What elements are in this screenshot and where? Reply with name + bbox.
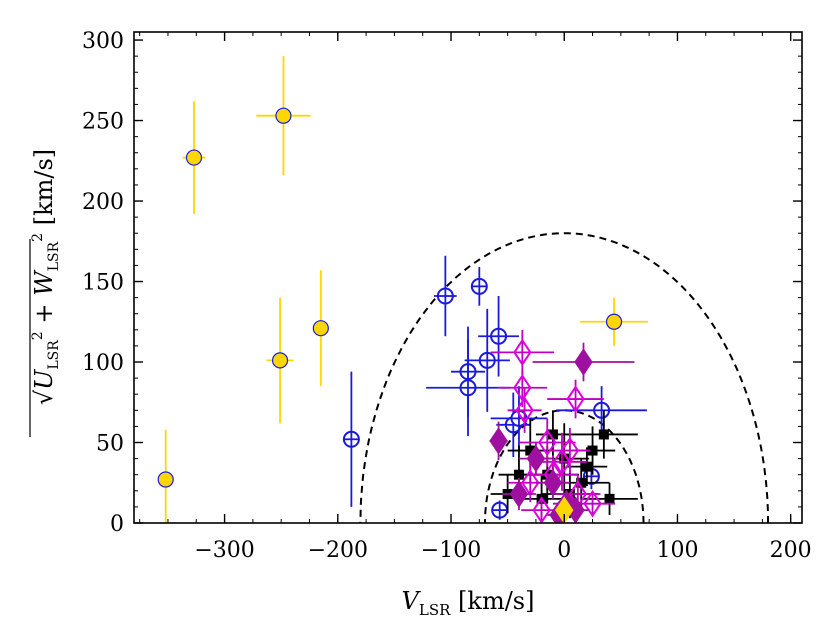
data-point-s2-11 <box>581 482 638 515</box>
marker <box>547 429 558 440</box>
data-point-s0-4 <box>312 270 329 387</box>
data-point-s3-6 <box>549 428 591 474</box>
data-point-s3-3 <box>547 379 604 419</box>
boundary-curve-1 <box>484 409 645 523</box>
y-tick-label: 250 <box>82 110 124 135</box>
x-tick-label: 0 <box>557 538 571 563</box>
marker <box>574 348 593 376</box>
data-point-s4-0 <box>489 421 508 461</box>
data-point-s1-1 <box>434 255 457 337</box>
y-tick-label: 200 <box>82 190 124 215</box>
marker <box>576 477 587 488</box>
data-point-s4-3 <box>535 466 570 499</box>
marker <box>509 480 529 508</box>
data-point-s0-0 <box>157 429 174 523</box>
marker <box>513 338 532 367</box>
data-point-s0-3 <box>266 297 294 424</box>
marker <box>532 496 551 523</box>
marker <box>538 428 557 457</box>
y-tick-label: 300 <box>82 29 124 54</box>
data-point-s2-12 <box>566 447 608 486</box>
y-axis-label: √ULSR2 + WLSR2 [km/s] <box>29 149 62 437</box>
marker <box>587 445 598 456</box>
data-point-s4-2 <box>501 477 536 511</box>
y-tick-label: 100 <box>82 351 124 376</box>
marker <box>581 461 592 472</box>
data-point-s3-2 <box>507 387 542 433</box>
data-point-s4-5 <box>518 442 553 475</box>
marker <box>275 107 292 124</box>
marker <box>605 313 623 330</box>
marker <box>513 373 532 402</box>
data-point-s3-0 <box>490 329 555 375</box>
marker <box>515 396 534 425</box>
marker <box>185 149 203 166</box>
plot-frame <box>133 31 803 524</box>
y-tick-label: 150 <box>82 271 124 296</box>
data-point-s4-1 <box>532 342 635 382</box>
marker <box>559 453 570 464</box>
data-point-s1-9 <box>491 500 509 520</box>
data-point-s1-6 <box>478 296 519 377</box>
x-tick-label: 100 <box>656 538 698 563</box>
x-tick-label: −300 <box>194 538 254 563</box>
y-tick-label: 0 <box>110 512 124 537</box>
marker <box>566 385 585 413</box>
svg-text:√ULSR2 + WLSR2 [km/s]: √ULSR2 + WLSR2 [km/s] <box>30 149 62 405</box>
marker <box>560 436 580 465</box>
marker <box>271 352 289 369</box>
marker <box>513 469 524 480</box>
data-point-s1-5 <box>464 308 510 412</box>
marker <box>526 444 546 473</box>
data-point-s1-2 <box>470 267 488 306</box>
x-tick-label: −200 <box>308 538 368 563</box>
x-tick-label: 200 <box>770 538 812 563</box>
data-point-s0-5 <box>580 297 649 346</box>
marker <box>583 489 602 518</box>
y-tick-label: 50 <box>96 432 124 457</box>
marker <box>489 427 508 455</box>
marker <box>543 468 563 497</box>
data-point-s1-0 <box>342 371 360 507</box>
data-point-s1-11 <box>556 386 647 435</box>
data-point-s0-1 <box>182 101 206 214</box>
marker <box>604 493 615 504</box>
chart-marks <box>157 56 769 523</box>
axis-ticks: −300 −200 −100 0 100 200 0 50 100 150 200 250 300 <box>82 29 812 563</box>
x-tick-label: −100 <box>421 538 481 563</box>
marker <box>157 471 174 488</box>
x-axis-label: VLSR [km/s] <box>402 587 535 619</box>
marker <box>525 445 536 456</box>
marker <box>598 429 609 440</box>
boundary-curve-0 <box>359 232 769 523</box>
data-point-s0-2 <box>256 56 311 176</box>
marker <box>312 320 329 337</box>
data-point-s1-4 <box>426 339 510 437</box>
